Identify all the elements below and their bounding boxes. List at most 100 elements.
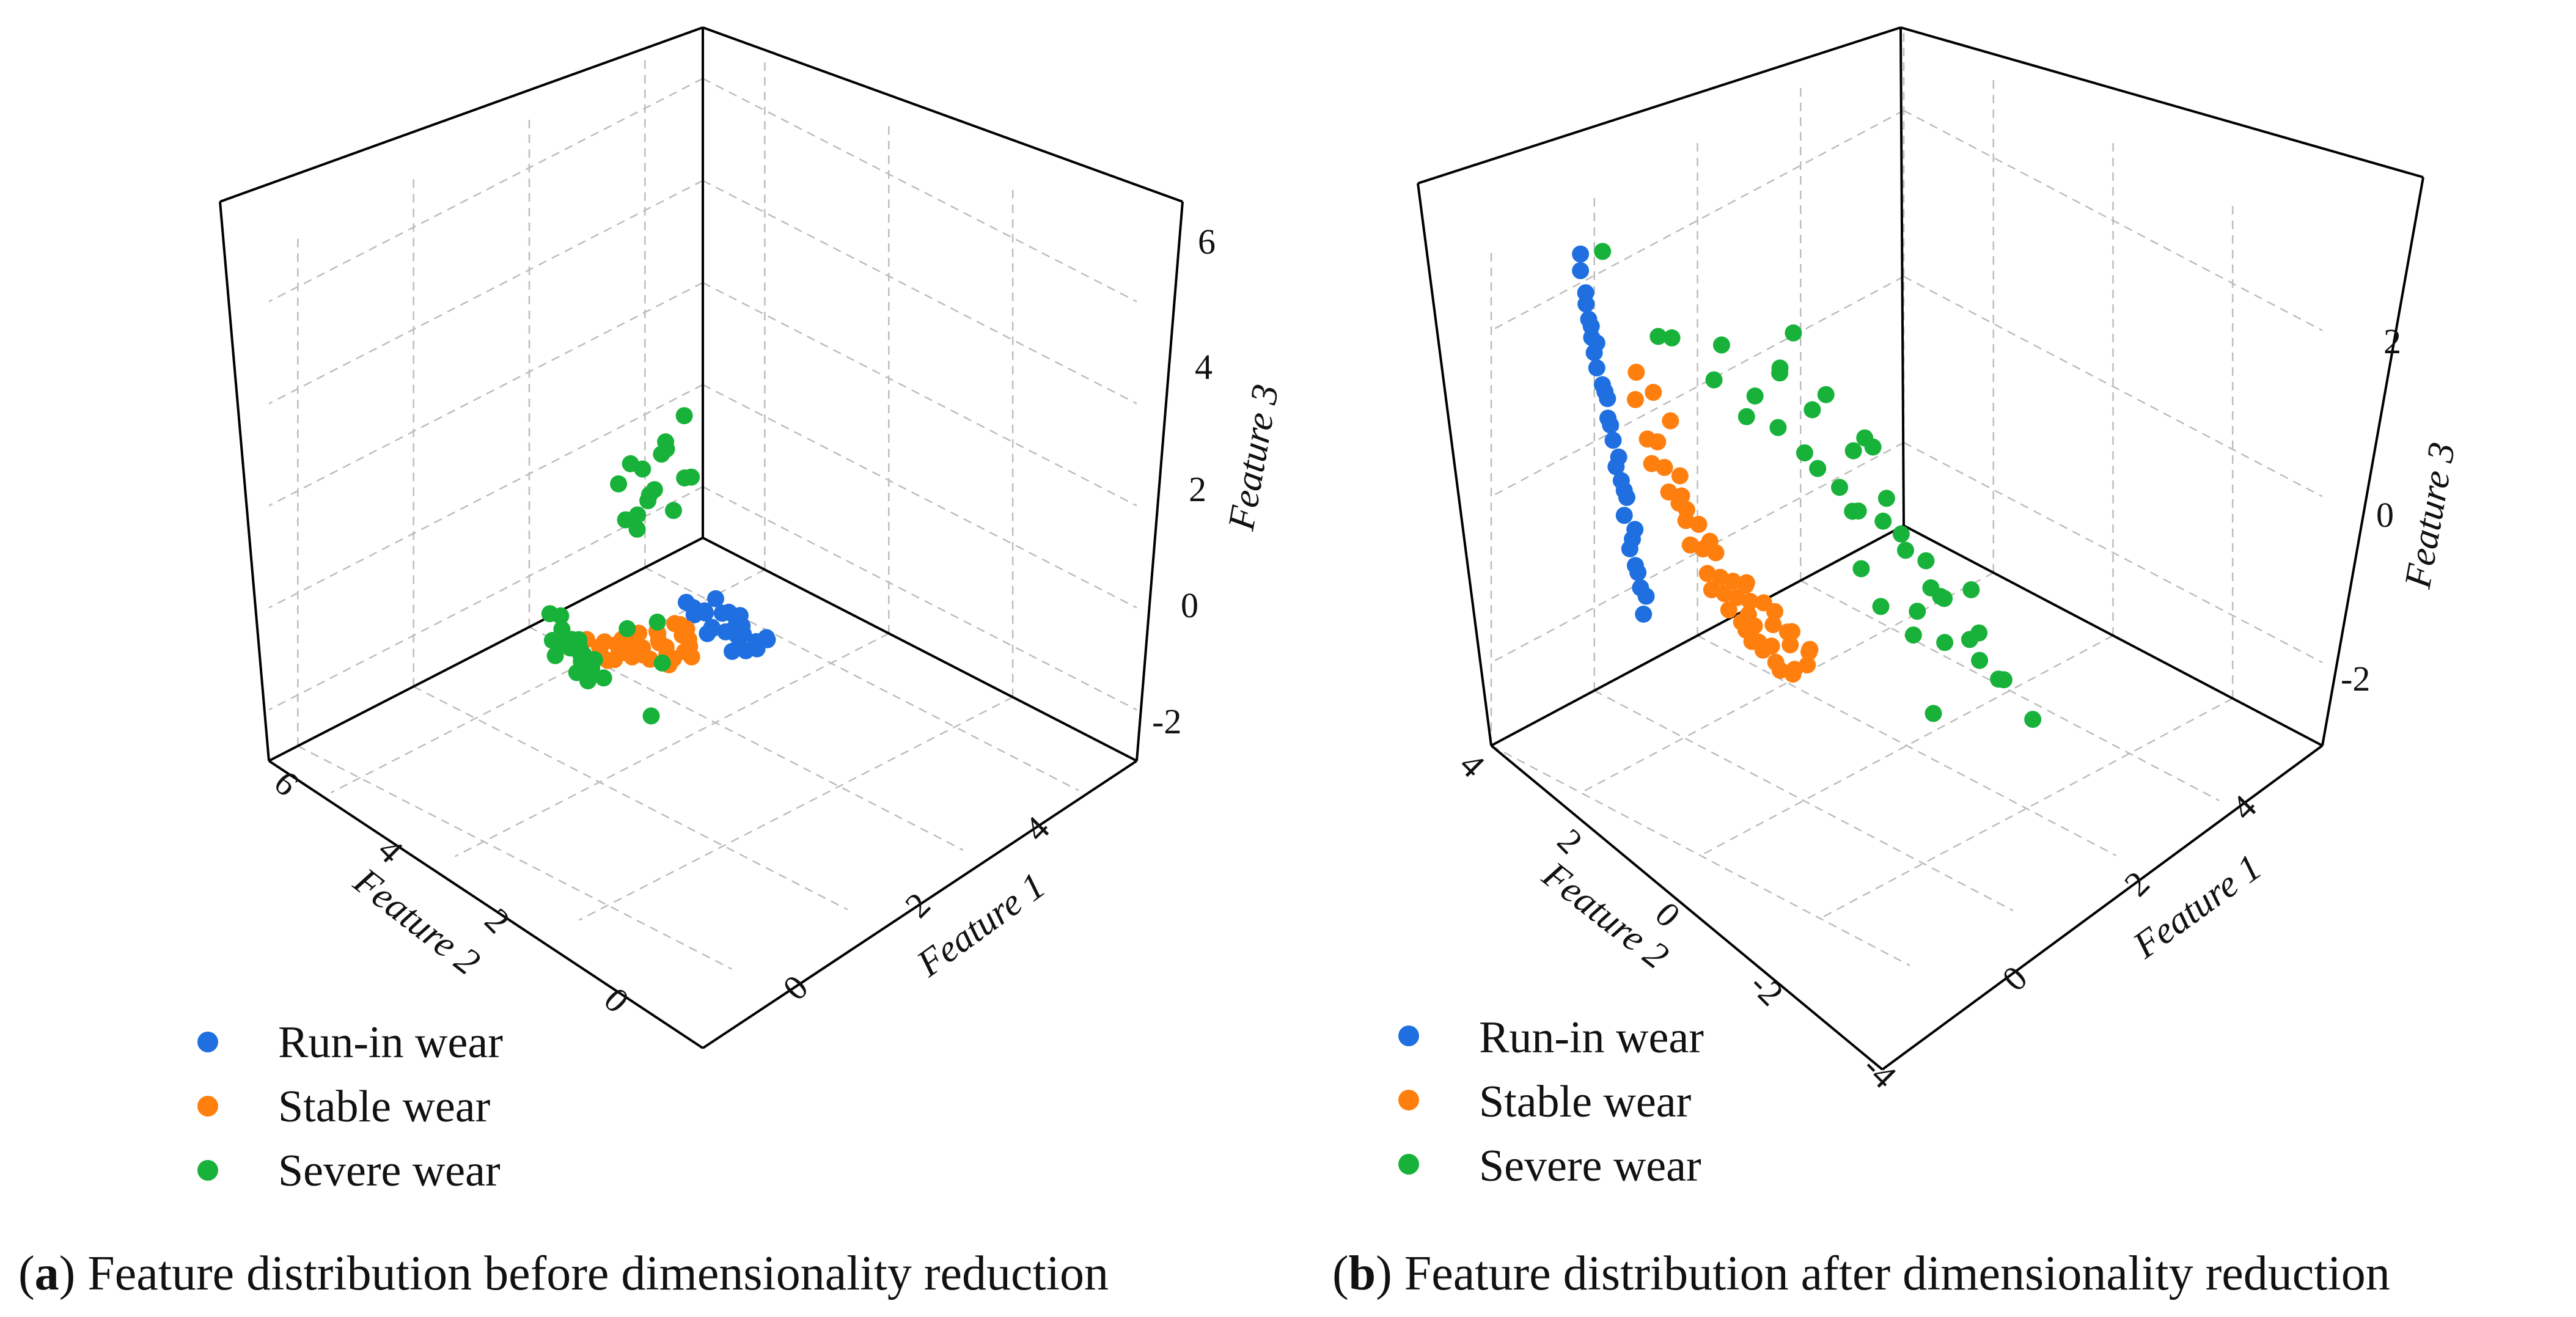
x-tick-label: 2 (2116, 864, 2157, 904)
data-point-severe-wear (2024, 711, 2042, 728)
panel-a-points (541, 407, 776, 725)
wall-grid-line (702, 282, 1137, 507)
data-point-run-in-wear (699, 625, 716, 642)
data-point-severe-wear (1995, 671, 2013, 689)
legend-marker-stable (1398, 1090, 1419, 1110)
data-point-run-in-wear (758, 629, 776, 647)
data-point-severe-wear (595, 669, 612, 687)
z-tick-label: -2 (1152, 702, 1181, 741)
data-point-stable-wear (623, 648, 641, 666)
legend-marker-severe (1398, 1154, 1419, 1175)
data-point-stable-wear (1671, 467, 1689, 485)
data-point-run-in-wear (1626, 521, 1644, 538)
z-tick-label: -2 (2341, 659, 2370, 699)
data-point-run-in-wear (717, 623, 735, 640)
panel-a-ylabel: Feature 2 (346, 860, 488, 983)
data-point-severe-wear (1796, 444, 1813, 462)
data-point-severe-wear (1831, 479, 1848, 496)
data-point-run-in-wear (1615, 507, 1633, 524)
data-point-severe-wear (675, 407, 693, 425)
data-point-severe-wear (585, 651, 603, 669)
floor-grid-line (1594, 689, 2014, 912)
data-point-stable-wear (1801, 640, 1819, 658)
data-point-severe-wear (1817, 386, 1835, 403)
data-point-stable-wear (1645, 384, 1662, 401)
data-point-stable-wear (1782, 636, 1799, 654)
data-point-run-in-wear (1593, 376, 1611, 394)
x-tick-label: 0 (1994, 958, 2035, 999)
floor-grid-line (297, 745, 732, 970)
data-point-stable-wear (1662, 412, 1679, 430)
panel-b-grid (1490, 28, 2323, 967)
floor-grid-line (1800, 579, 2220, 802)
data-point-stable-wear (596, 633, 614, 651)
legend-marker-stable (197, 1096, 218, 1117)
floor-grid-line (1819, 697, 2233, 919)
y-tick-label: 2 (1550, 821, 1590, 861)
data-point-severe-wear (1962, 581, 1980, 598)
panel-a-label: a (35, 1247, 59, 1300)
z-tick-label: 4 (1195, 347, 1213, 387)
data-point-stable-wear (1786, 661, 1804, 678)
legend-label: Run-in wear (1479, 1013, 1704, 1063)
panel-b-caption-text: Feature distribution after dimensionalit… (1404, 1247, 2390, 1300)
data-point-stable-wear (1737, 576, 1755, 594)
data-point-stable-wear (1743, 633, 1761, 650)
panel-a-y-ticks: 6 4 2 0 (266, 763, 637, 1020)
data-point-stable-wear (606, 651, 623, 669)
data-point-severe-wear (642, 707, 660, 725)
data-point-run-in-wear (1604, 431, 1622, 449)
data-point-severe-wear (1649, 328, 1667, 345)
data-point-run-in-wear (1635, 606, 1653, 623)
panel-b: 2 0 -2 Feature 3 4 2 0 -2 -4 Feature 2 0… (1332, 26, 2464, 1300)
data-point-severe-wear (648, 614, 666, 631)
legend-label: Severe wear (1479, 1141, 1701, 1191)
data-point-stable-wear (1778, 623, 1796, 641)
data-point-severe-wear (1785, 324, 1802, 342)
data-point-stable-wear (1755, 594, 1772, 612)
data-point-severe-wear (622, 455, 639, 472)
wall-grid-line (268, 282, 703, 507)
data-point-severe-wear (1904, 626, 1922, 644)
data-point-severe-wear (1897, 541, 1914, 559)
legend-marker-run-in (1398, 1025, 1419, 1046)
data-point-severe-wear (1705, 371, 1723, 389)
panel-b-legend: Run-in wear Stable wear Severe wear (1398, 1013, 1704, 1191)
data-point-severe-wear (1909, 603, 1926, 620)
data-point-severe-wear (1971, 651, 1989, 669)
data-point-stable-wear (1681, 536, 1699, 554)
data-point-severe-wear (1746, 387, 1764, 405)
data-point-run-in-wear (1588, 359, 1605, 376)
data-point-severe-wear (568, 664, 585, 681)
panel-a-caption-text: Feature distribution before dimensionali… (87, 1247, 1109, 1300)
wall-grid-line (268, 78, 703, 303)
z-tick-label: 2 (2383, 321, 2401, 361)
legend-label: Severe wear (278, 1146, 501, 1196)
data-point-run-in-wear (1599, 390, 1616, 408)
data-point-severe-wear (1872, 598, 1890, 615)
data-point-stable-wear (1771, 661, 1789, 679)
data-point-severe-wear (1809, 460, 1827, 477)
data-point-severe-wear (1738, 408, 1755, 425)
data-point-run-in-wear (1629, 563, 1647, 581)
x-tick-label: 0 (775, 967, 815, 1008)
y-tick-label: -2 (1742, 964, 1791, 1013)
data-point-stable-wear (1649, 433, 1667, 450)
data-point-stable-wear (1739, 606, 1757, 623)
panel-a: 6 4 2 0 -2 Feature 3 6 4 2 0 Feature 2 0… (18, 26, 1287, 1300)
data-point-run-in-wear (684, 599, 702, 617)
data-point-stable-wear (1626, 391, 1644, 408)
panel-b-points (1572, 243, 2042, 728)
data-point-stable-wear (1660, 483, 1678, 501)
data-point-severe-wear (541, 605, 559, 623)
y-tick-label: 4 (1452, 744, 1492, 785)
wall-grid-line (1491, 276, 1904, 497)
legend-marker-run-in (197, 1032, 218, 1052)
wall-grid-line (702, 78, 1137, 303)
legend-label: Stable wear (1479, 1077, 1691, 1127)
data-point-run-in-wear (707, 590, 724, 607)
data-point-severe-wear (1925, 705, 1942, 722)
data-point-severe-wear (1917, 552, 1935, 570)
data-point-severe-wear (639, 492, 657, 510)
